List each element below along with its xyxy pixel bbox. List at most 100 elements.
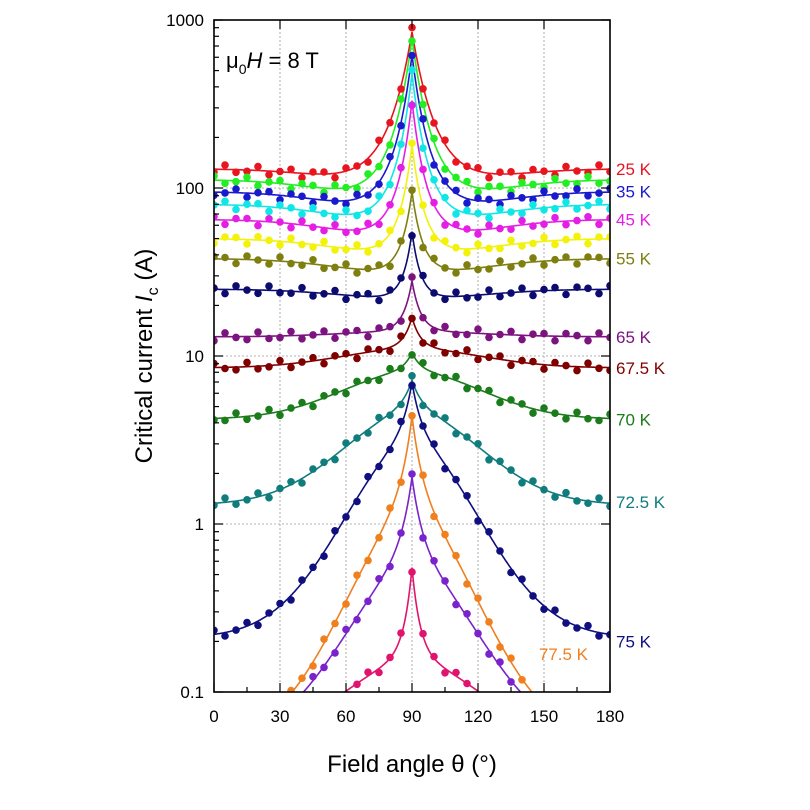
- data-point: [562, 235, 570, 244]
- data-point: [419, 422, 427, 430]
- data-point: [430, 652, 438, 661]
- data-point: [408, 412, 416, 420]
- data-point: [221, 179, 229, 188]
- data-point: [353, 497, 361, 506]
- data-point: [606, 167, 610, 176]
- data-point: [606, 333, 610, 342]
- data-point: [386, 322, 394, 331]
- data-point: [496, 257, 504, 265]
- data-point: [364, 158, 372, 166]
- data-point: [430, 440, 438, 448]
- data-point: [529, 291, 537, 300]
- data-point: [419, 165, 427, 174]
- data-point: [562, 162, 570, 171]
- data-point: [386, 141, 394, 149]
- data-point: [254, 489, 262, 497]
- data-point: [375, 324, 383, 332]
- data-point: [529, 200, 537, 209]
- data-point: [254, 621, 262, 630]
- data-point: [430, 410, 438, 418]
- data-point: [496, 182, 504, 191]
- data-point: [485, 650, 493, 658]
- data-point: [463, 346, 471, 354]
- data-point: [430, 326, 438, 335]
- data-point: [298, 358, 306, 366]
- data-point: [430, 557, 438, 565]
- data-point: [331, 352, 339, 360]
- data-point: [496, 398, 504, 407]
- data-point: [540, 285, 548, 294]
- x-tick-label: 150: [530, 707, 558, 726]
- data-point: [474, 293, 482, 301]
- data-point: [452, 668, 460, 677]
- data-point: [232, 185, 240, 193]
- data-point: [463, 177, 471, 186]
- data-point: [452, 600, 460, 609]
- data-point: [320, 552, 328, 560]
- data-point: [606, 214, 610, 222]
- data-point: [441, 577, 449, 585]
- data-point: [573, 331, 581, 340]
- data-point: [309, 168, 317, 176]
- data-point: [584, 253, 592, 261]
- data-point: [540, 485, 548, 494]
- data-point: [221, 197, 229, 206]
- data-point: [584, 499, 592, 508]
- data-point: [214, 201, 218, 209]
- data-point: [375, 136, 383, 145]
- data-point: [375, 376, 383, 385]
- data-point: [573, 408, 581, 417]
- data-point: [320, 226, 328, 235]
- data-point: [331, 649, 339, 657]
- data-point: [606, 205, 610, 213]
- data-point: [221, 161, 229, 169]
- data-point: [408, 314, 416, 323]
- data-point: [276, 201, 284, 209]
- data-point: [254, 328, 262, 336]
- data-point: [430, 339, 438, 347]
- data-point: [298, 674, 306, 682]
- data-point: [331, 527, 339, 535]
- data-point: [386, 180, 394, 189]
- data-point: [496, 352, 504, 360]
- data-point: [221, 289, 229, 298]
- data-point: [452, 186, 460, 195]
- data-point: [243, 252, 251, 260]
- data-point: [441, 322, 449, 331]
- field-annotation: μ0H = 8 T: [226, 48, 319, 77]
- data-point: [474, 594, 482, 602]
- x-axis-label: Field angle θ (°): [327, 751, 497, 778]
- data-point: [529, 357, 537, 366]
- data-point: [276, 599, 284, 608]
- data-point: [584, 414, 592, 423]
- data-point: [353, 571, 361, 579]
- series-label-layer: 25 K 35 K 45 K 55 K 65 K 67.5 K 70 K 72.5 K 75 K…: [539, 160, 666, 664]
- data-point: [496, 547, 504, 555]
- data-point: [518, 284, 526, 293]
- data-point: [320, 392, 328, 400]
- data-point: [518, 242, 526, 250]
- series-label: 55 K: [616, 250, 652, 269]
- data-point: [276, 218, 284, 226]
- data-point: [419, 144, 427, 152]
- data-point: [375, 296, 383, 305]
- data-point: [551, 192, 559, 200]
- data-point: [562, 253, 570, 261]
- data-point: [463, 492, 471, 500]
- data-point: [232, 233, 240, 242]
- data-point: [309, 255, 317, 264]
- data-point: [507, 678, 515, 686]
- data-point: [276, 288, 284, 297]
- data-point: [573, 283, 581, 292]
- data-point: [474, 230, 482, 238]
- data-point: [408, 66, 416, 74]
- data-point: [606, 502, 610, 511]
- data-point: [419, 201, 427, 209]
- data-point: [419, 534, 427, 542]
- data-point: [254, 162, 262, 171]
- data-point: [595, 220, 603, 229]
- y-tick-label: 10: [185, 347, 204, 366]
- data-point: [386, 653, 394, 662]
- data-point: [364, 597, 372, 606]
- data-point: [364, 376, 372, 385]
